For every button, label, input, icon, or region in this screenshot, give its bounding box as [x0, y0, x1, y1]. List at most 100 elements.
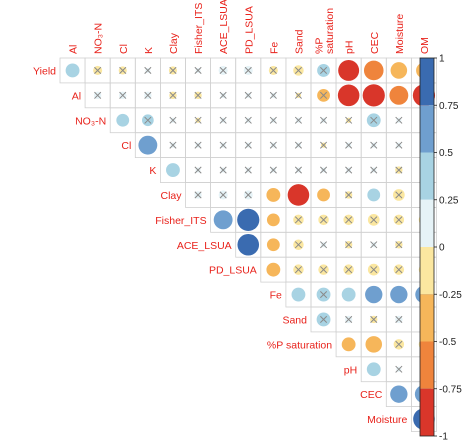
insignificant-cross-mark — [294, 66, 303, 75]
corr-circle-fisher-its-ace-lsua — [213, 210, 233, 230]
corr-circle-p-saturation-ph — [341, 337, 356, 352]
insignificant-cross-mark — [194, 191, 202, 199]
svg-text:Fe: Fe — [268, 42, 280, 54]
insignificant-cross-mark — [269, 66, 277, 75]
insignificant-cross-mark — [94, 66, 102, 75]
row-label-cl: Cl — [121, 140, 131, 152]
row-label-ace-lsua: ACE_LSUA — [177, 240, 232, 252]
legend-bin — [420, 247, 434, 295]
insignificant-cross-mark — [244, 66, 252, 75]
insignificant-cross-mark — [244, 191, 252, 199]
svg-text:Clay: Clay — [168, 32, 180, 54]
corr-circle-yield-ph — [338, 59, 360, 81]
row-label-p-saturation: %P saturation — [267, 339, 332, 351]
legend-tick-label: 0 — [439, 243, 445, 254]
insignificant-cross-mark — [370, 266, 378, 274]
row-label-fisher-its: Fisher_ITS — [155, 215, 206, 227]
insignificant-cross-mark — [294, 241, 303, 249]
legend-bin — [420, 152, 434, 200]
row-label-sand: Sand — [282, 314, 307, 326]
color-legend: 1 0.75 0.5 0.25 0 -0.25 -0.5 -0.75 -1 — [419, 54, 462, 443]
svg-text:Moisture: Moisture — [394, 14, 406, 54]
column-label-pd-lsua: PD_LSUA — [243, 6, 255, 54]
insignificant-cross-mark — [370, 315, 378, 324]
insignificant-cross-mark — [144, 116, 152, 124]
insignificant-cross-mark — [319, 290, 328, 299]
corr-circle-cec-moisture — [390, 385, 408, 403]
insignificant-cross-mark — [144, 91, 152, 99]
column-label-no-n: NO₃-N — [93, 23, 105, 54]
row-label-moisture: Moisture — [367, 414, 407, 426]
svg-text:saturation: saturation — [324, 8, 336, 54]
insignificant-cross-mark — [144, 66, 152, 75]
insignificant-cross-mark — [219, 116, 227, 124]
insignificant-cross-mark — [244, 166, 252, 174]
cell-layer — [65, 59, 436, 430]
insignificant-cross-mark — [319, 141, 328, 149]
legend-tick-label: -0.25 — [439, 290, 462, 301]
insignificant-cross-mark — [395, 141, 403, 149]
insignificant-cross-mark — [370, 166, 378, 174]
legend-bin — [420, 199, 434, 247]
insignificant-cross-mark — [395, 116, 403, 124]
insignificant-cross-mark — [169, 116, 177, 124]
svg-text:Fisher_ITS: Fisher_ITS — [193, 3, 205, 54]
row-label-yield: Yield — [33, 65, 56, 77]
insignificant-cross-mark — [169, 66, 177, 75]
corr-circle-ace-lsua-fe — [266, 238, 280, 252]
corr-circle-yield-al — [65, 63, 80, 78]
insignificant-cross-mark — [395, 340, 403, 348]
corr-circle-ace-lsua-pd-lsua — [237, 233, 260, 256]
insignificant-cross-mark — [395, 216, 403, 224]
insignificant-cross-mark — [169, 91, 177, 99]
insignificant-cross-mark — [269, 166, 277, 174]
row-label-k: K — [149, 165, 156, 177]
legend-bin — [420, 388, 434, 436]
svg-text:OM: OM — [419, 37, 431, 54]
insignificant-cross-mark — [319, 315, 328, 324]
column-label-k: K — [143, 47, 155, 54]
insignificant-cross-mark — [219, 166, 227, 174]
insignificant-cross-mark — [194, 141, 202, 149]
insignificant-cross-mark — [395, 365, 403, 373]
grid-layer — [59, 57, 437, 432]
insignificant-cross-mark — [94, 91, 102, 99]
insignificant-cross-mark — [345, 216, 353, 224]
svg-text:NO₃-N: NO₃-N — [93, 23, 105, 54]
insignificant-cross-mark — [219, 91, 227, 99]
legend-tick-label: -0.5 — [439, 337, 457, 348]
insignificant-cross-mark — [319, 166, 328, 174]
insignificant-cross-mark — [319, 66, 328, 75]
corr-circle-yield-moisture — [390, 62, 408, 79]
column-label-ph: pH — [344, 41, 356, 54]
corr-circle-fisher-its-fe — [266, 213, 280, 227]
insignificant-cross-mark — [319, 116, 328, 124]
insignificant-cross-mark — [370, 241, 378, 249]
corr-circle-no-n-cl — [116, 113, 130, 127]
insignificant-cross-mark — [294, 91, 303, 99]
column-label-al: Al — [68, 45, 80, 54]
legend-tick-label: 0.25 — [439, 195, 459, 206]
column-label-om: OM — [419, 37, 431, 54]
insignificant-cross-mark — [269, 141, 277, 149]
insignificant-cross-mark — [370, 216, 378, 224]
corr-circle-al-ph — [337, 84, 360, 107]
insignificant-cross-mark — [319, 266, 328, 274]
corr-circle-fisher-its-pd-lsua — [237, 208, 260, 231]
legend-bin — [420, 294, 434, 342]
row-label-al: Al — [72, 90, 81, 102]
insignificant-cross-mark — [219, 141, 227, 149]
column-label-fisher-its: Fisher_ITS — [193, 3, 205, 54]
column-label-fe: Fe — [268, 42, 280, 54]
corr-circle-clay-cec — [367, 188, 381, 202]
svg-text:Sand: Sand — [293, 29, 305, 54]
svg-text:Cl: Cl — [118, 44, 130, 54]
insignificant-cross-mark — [294, 116, 303, 124]
corr-circle-clay-fe — [266, 188, 281, 202]
insignificant-cross-mark — [345, 141, 353, 149]
row-label-cec: CEC — [360, 389, 383, 401]
legend-tick-label: 0.75 — [439, 101, 459, 112]
insignificant-cross-mark — [294, 166, 303, 174]
